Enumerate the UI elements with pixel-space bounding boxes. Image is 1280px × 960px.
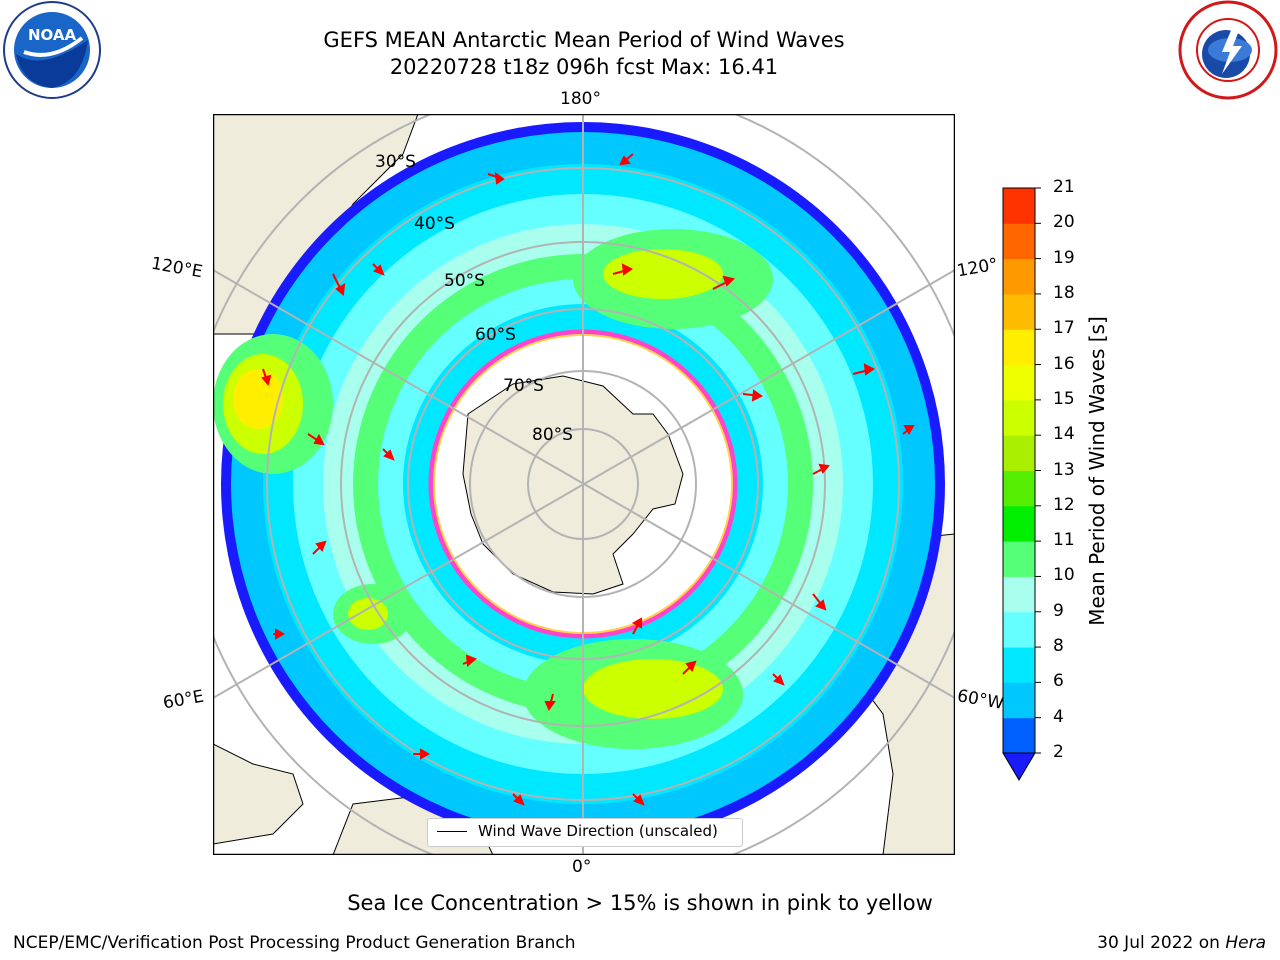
colorbar-segment bbox=[1003, 717, 1035, 754]
colorbar-segment bbox=[1003, 541, 1035, 577]
colorbar-segment bbox=[1003, 682, 1035, 719]
lat-label-30s: 30°S bbox=[375, 152, 416, 172]
colorbar-tick-label: 10 bbox=[1053, 565, 1075, 586]
polar-map bbox=[213, 114, 955, 855]
map-legend bbox=[427, 818, 743, 847]
lon-label-left-lower: 60°E bbox=[161, 686, 206, 714]
legend-line-swatch bbox=[437, 831, 467, 832]
chart-subtitle: 20220728 t18z 096h fcst Max: 16.41 bbox=[389, 55, 779, 79]
colorbar-tick-label: 21 bbox=[1053, 177, 1075, 197]
colorbar-tick-label: 6 bbox=[1053, 671, 1064, 692]
colorbar-segment bbox=[1003, 576, 1035, 613]
colorbar-segment bbox=[1003, 647, 1035, 683]
colorbar-segment bbox=[1003, 258, 1035, 295]
footer-date: 30 Jul 2022 on Hera bbox=[1097, 933, 1266, 953]
colorbar-tick-label: 8 bbox=[1053, 636, 1064, 657]
lat-label-40s: 40°S bbox=[414, 214, 455, 234]
svg-text:NOAA: NOAA bbox=[28, 26, 77, 44]
footer-host: Hera bbox=[1225, 933, 1266, 953]
colorbar-tick-label: 14 bbox=[1053, 424, 1075, 445]
colorbar-tick-label: 4 bbox=[1053, 706, 1064, 727]
land-africa bbox=[213, 743, 304, 845]
colorbar-segment bbox=[1003, 188, 1035, 224]
colorbar-tick-label: 11 bbox=[1053, 530, 1075, 551]
colorbar-tick-label: 17 bbox=[1053, 318, 1075, 339]
lon-label-right-upper: 120° bbox=[955, 254, 1000, 282]
lon-label-top: 180° bbox=[560, 89, 601, 109]
lon-label-bottom: 0° bbox=[572, 857, 592, 877]
noaa-logo: NOAA bbox=[3, 1, 101, 99]
national-weather-service-logo bbox=[1178, 0, 1278, 100]
colorbar-label: Mean Period of Wind Waves [s] bbox=[1085, 316, 1109, 626]
chart-title: GEFS MEAN Antarctic Mean Period of Wind … bbox=[323, 28, 845, 52]
colorbar-segment bbox=[1003, 364, 1035, 401]
colorbar-segment bbox=[1003, 505, 1035, 542]
colorbar-segment bbox=[1003, 293, 1035, 330]
caption: Sea Ice Concentration > 15% is shown in … bbox=[347, 891, 933, 915]
colorbar-segment bbox=[1003, 329, 1035, 366]
lat-label-60s: 60°S bbox=[475, 325, 516, 345]
lat-label-70s: 70°S bbox=[503, 376, 544, 396]
colorbar-segment bbox=[1003, 611, 1035, 648]
wind-wave-arrows bbox=[261, 153, 915, 806]
colorbar-tick-label: 9 bbox=[1053, 600, 1064, 621]
footer-credit: NCEP/EMC/Verification Post Processing Pr… bbox=[13, 933, 576, 953]
lat-label-80s: 80°S bbox=[532, 425, 573, 445]
lon-label-left-upper: 120°E bbox=[149, 253, 205, 283]
colorbar-segment bbox=[1003, 470, 1035, 507]
colorbar bbox=[1002, 187, 1041, 781]
footer-date-text: 30 Jul 2022 on bbox=[1097, 933, 1220, 953]
colorbar-tick-label: 16 bbox=[1053, 353, 1075, 374]
colorbar-tick-label: 19 bbox=[1053, 247, 1075, 268]
colorbar-segment bbox=[1003, 399, 1035, 436]
colorbar-tick-label: 15 bbox=[1053, 388, 1075, 409]
lat-label-50s: 50°S bbox=[444, 271, 485, 291]
land-antarctica bbox=[462, 375, 684, 595]
colorbar-segment bbox=[1003, 223, 1035, 260]
colorbar-tick-label: 20 bbox=[1053, 212, 1075, 233]
colorbar-tick-label: 18 bbox=[1053, 282, 1075, 303]
colorbar-tick-label: 13 bbox=[1053, 459, 1075, 480]
colorbar-tick-label: 12 bbox=[1053, 494, 1075, 515]
colorbar-segment bbox=[1003, 435, 1035, 471]
colorbar-tick-label: 2 bbox=[1053, 742, 1064, 762]
legend-label: Wind Wave Direction (unscaled) bbox=[478, 822, 718, 840]
